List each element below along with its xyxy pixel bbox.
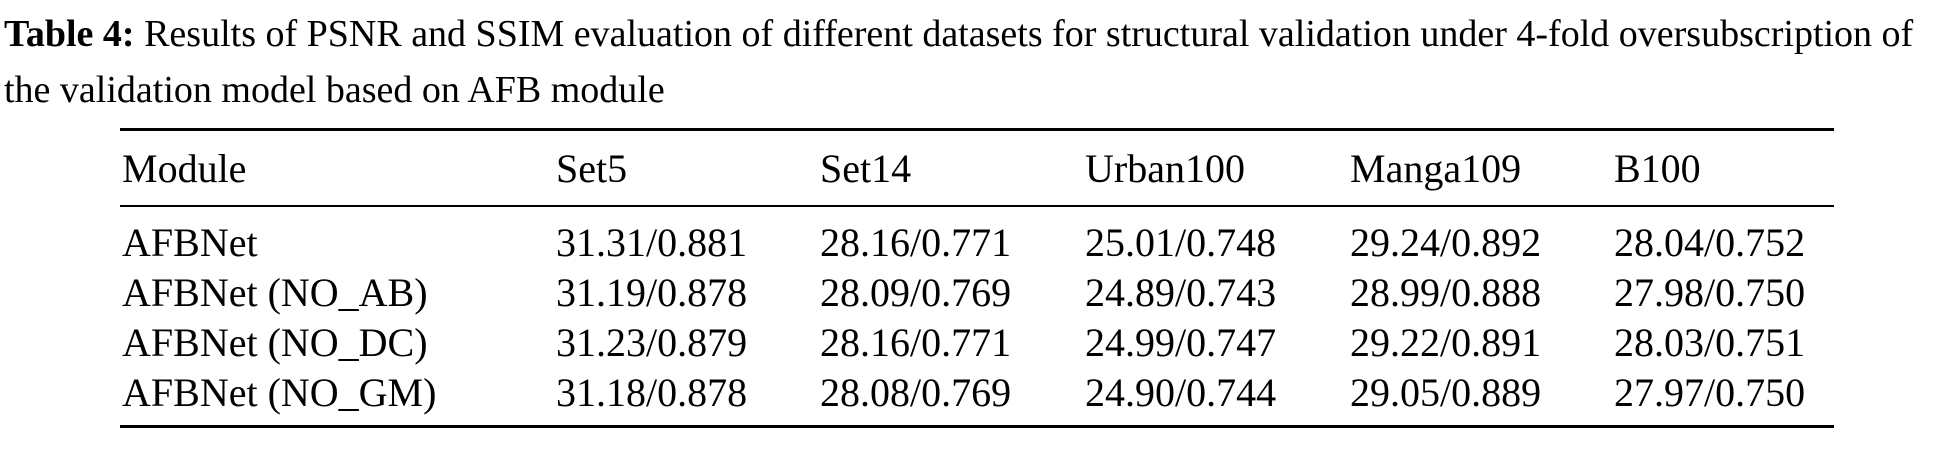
cell-set5: 31.18/0.878 [556, 369, 748, 415]
cell-module: AFBNet (NO_AB) [122, 269, 428, 315]
cell-set5: 31.19/0.878 [556, 269, 748, 315]
cell-urban100: 24.89/0.743 [1085, 269, 1277, 315]
table-caption-label: Table 4: [4, 13, 135, 55]
results-table: Module Set5 Set14 Urban100 Manga109 B100… [120, 128, 1834, 428]
cell-b100: 27.97/0.750 [1614, 369, 1806, 415]
cell-urban100: 24.99/0.747 [1085, 319, 1277, 365]
cell-b100: 28.03/0.751 [1614, 319, 1806, 365]
header-module: Module [122, 145, 247, 191]
table-row: AFBNet (NO_DC) 31.23/0.879 28.16/0.771 2… [120, 317, 1834, 367]
cell-set14: 28.16/0.771 [820, 219, 1012, 265]
cell-b100: 28.04/0.752 [1614, 219, 1806, 265]
cell-set5: 31.31/0.881 [556, 219, 748, 265]
header-b100: B100 [1614, 145, 1701, 191]
cell-manga109: 29.22/0.891 [1350, 319, 1542, 365]
cell-manga109: 29.05/0.889 [1350, 369, 1542, 415]
header-manga109: Manga109 [1350, 145, 1522, 191]
header-urban100: Urban100 [1085, 145, 1245, 191]
table-header-row: Module Set5 Set14 Urban100 Manga109 B100 [120, 129, 1834, 206]
table-row: AFBNet (NO_AB) 31.19/0.878 28.09/0.769 2… [120, 267, 1834, 317]
cell-module: AFBNet (NO_DC) [122, 319, 428, 365]
cell-set14: 28.16/0.771 [820, 319, 1012, 365]
cell-set5: 31.23/0.879 [556, 319, 748, 365]
header-set14: Set14 [820, 145, 912, 191]
cell-urban100: 24.90/0.744 [1085, 369, 1277, 415]
cell-set14: 28.08/0.769 [820, 369, 1012, 415]
cell-set14: 28.09/0.769 [820, 269, 1012, 315]
header-set5: Set5 [556, 145, 628, 191]
cell-module: AFBNet [122, 219, 258, 265]
cell-manga109: 29.24/0.892 [1350, 219, 1542, 265]
table-row: AFBNet (NO_GM) 31.18/0.878 28.08/0.769 2… [120, 367, 1834, 427]
cell-urban100: 25.01/0.748 [1085, 219, 1277, 265]
table-row: AFBNet 31.31/0.881 28.16/0.771 25.01/0.7… [120, 206, 1834, 267]
cell-manga109: 28.99/0.888 [1350, 269, 1542, 315]
cell-b100: 27.98/0.750 [1614, 269, 1806, 315]
cell-module: AFBNet (NO_GM) [122, 369, 437, 415]
table-caption: Table 4: Results of PSNR and SSIM evalua… [4, 6, 1944, 118]
table-caption-text: Results of PSNR and SSIM evaluation of d… [4, 13, 1914, 111]
